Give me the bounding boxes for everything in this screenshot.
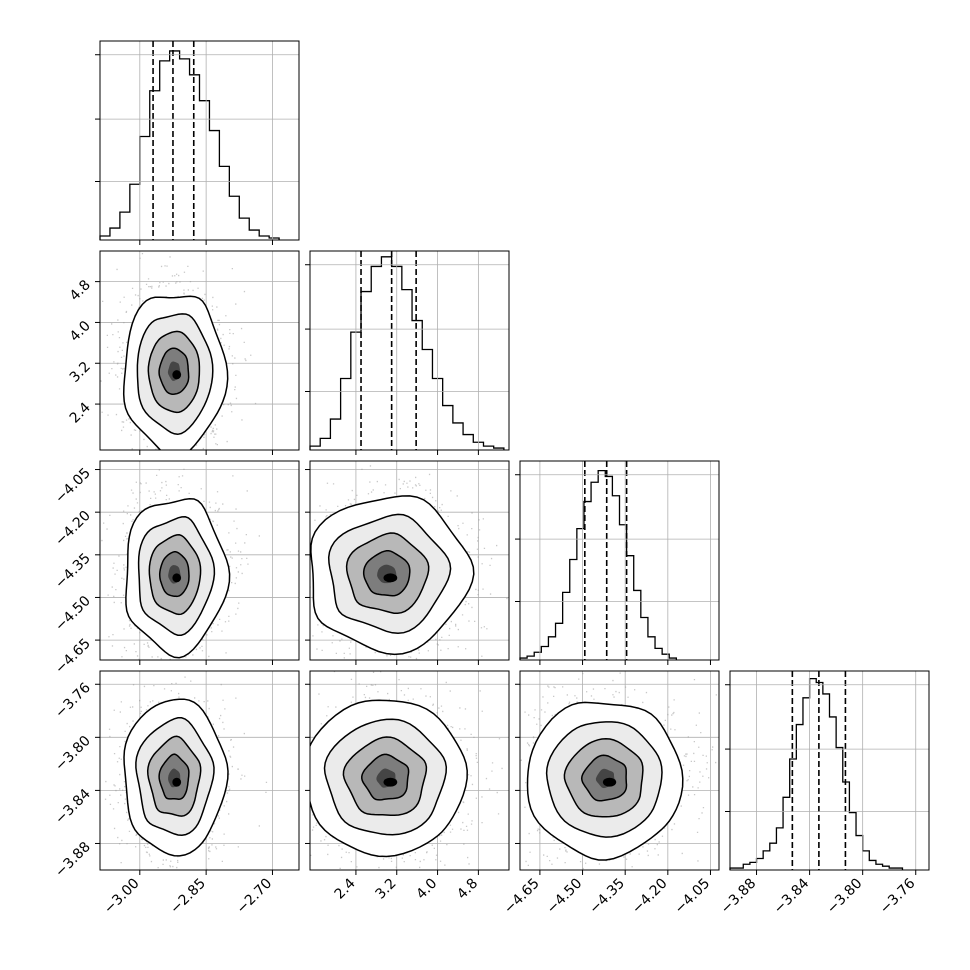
x-tick-label: −2.85: [167, 876, 209, 918]
joint-panel-2-0: [100, 468, 260, 660]
x-tick-label: 4.8: [454, 876, 481, 903]
x-tick-label: −3.76: [877, 875, 919, 917]
joint-panel-1-0: [100, 253, 257, 450]
y-tick-label: 3.2: [67, 359, 94, 386]
panel-frame: [99, 460, 300, 661]
histogram-step: [99, 50, 280, 240]
density-peak: [602, 777, 617, 787]
density-peak: [172, 573, 182, 583]
y-tick-label: 4.0: [67, 318, 94, 345]
panel-frame: [519, 670, 720, 871]
y-tick-label: −4.35: [52, 550, 94, 592]
x-tick-label: 4.0: [413, 876, 440, 903]
x-tick-label: −4.20: [629, 876, 671, 918]
histogram-step: [729, 678, 904, 870]
y-tick-label: −4.05: [52, 465, 94, 507]
x-tick-label: −3.80: [824, 876, 866, 918]
panel-frame: [99, 40, 300, 241]
x-tick-label: −4.35: [586, 876, 628, 918]
histogram-3: [729, 671, 904, 870]
joint-panel-2-1: [310, 461, 508, 660]
panel-frame: [309, 670, 510, 871]
panel-frame: [729, 670, 930, 871]
histogram-0: [99, 41, 280, 240]
x-tick-label: −2.70: [234, 876, 276, 918]
histogram-2: [519, 461, 678, 660]
histogram-step: [309, 256, 505, 450]
y-tick-label: −4.50: [52, 593, 94, 635]
panel-frame: [99, 670, 300, 871]
joint-panel-3-0: [104, 676, 268, 870]
joint-panel-3-1: [310, 671, 509, 870]
y-tick-label: −3.84: [52, 786, 94, 828]
y-tick-label: −3.88: [52, 839, 94, 881]
x-tick-label: −4.65: [501, 876, 543, 918]
density-peak: [172, 370, 182, 380]
y-tick-label: −4.65: [52, 636, 94, 678]
y-tick-label: −3.80: [52, 733, 94, 775]
histogram-step: [519, 470, 678, 660]
x-tick-label: −4.05: [672, 876, 714, 918]
x-tick-label: −3.88: [718, 876, 760, 918]
histogram-1: [309, 251, 505, 450]
y-tick-label: 4.8: [67, 277, 94, 304]
density-peak: [383, 777, 398, 787]
x-tick-label: 2.4: [332, 875, 359, 902]
panel-frame: [309, 460, 510, 661]
y-tick-label: −3.76: [52, 680, 94, 722]
x-tick-label: −4.50: [544, 876, 586, 918]
x-tick-label: −3.00: [101, 876, 143, 918]
density-peak: [383, 573, 398, 583]
panel-frame: [99, 250, 300, 451]
joint-panel-3-2: [520, 672, 717, 870]
density-peak: [172, 777, 182, 787]
y-tick-label: −4.20: [52, 508, 94, 550]
y-tick-label: 2.4: [67, 400, 94, 427]
x-tick-label: −3.84: [771, 875, 813, 917]
panel-frame: [519, 460, 720, 661]
panel-frame: [309, 250, 510, 451]
x-tick-label: 3.2: [373, 876, 400, 903]
